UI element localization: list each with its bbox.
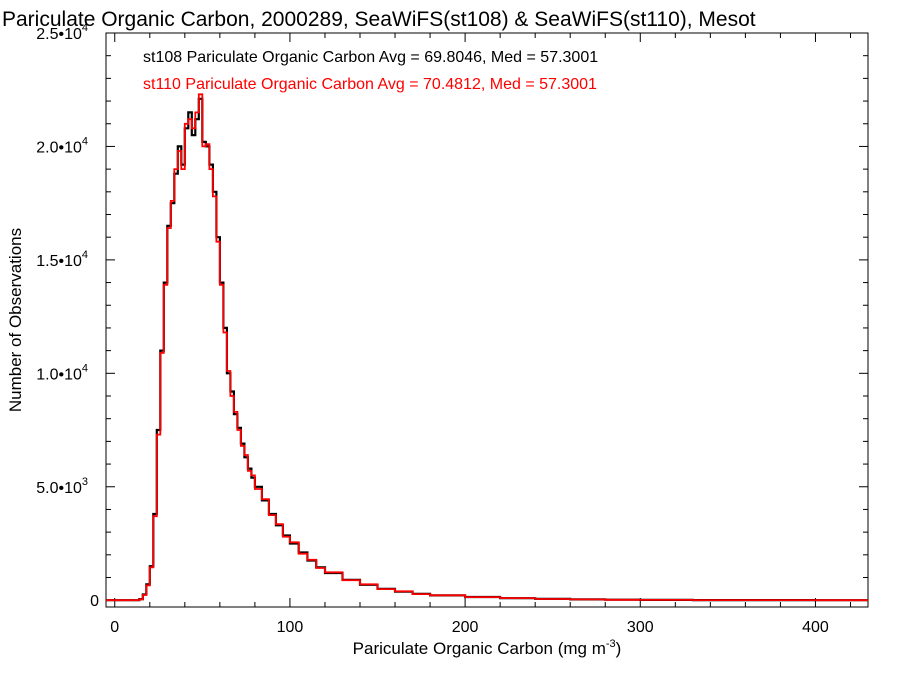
series-st108-line bbox=[106, 97, 868, 602]
x-axis-label-superscript: -3 bbox=[606, 638, 616, 650]
y-tick-label-mantissa: 2.5•10 bbox=[36, 26, 82, 43]
y-tick-label-exponent: 3 bbox=[82, 476, 88, 488]
x-axis-ticks: 0 100 200 300 400 bbox=[110, 33, 851, 636]
x-tick-label: 100 bbox=[277, 619, 304, 636]
y-tick-label-mantissa: 2.0•10 bbox=[36, 139, 82, 156]
y-tick-label-mantissa: 1.0•10 bbox=[36, 366, 82, 383]
x-axis-label: Pariculate Organic Carbon (mg m-3) bbox=[353, 638, 622, 658]
y-tick-label-exponent: 4 bbox=[82, 249, 88, 261]
x-axis-label-main: Pariculate Organic Carbon (mg m bbox=[353, 639, 606, 658]
y-tick-label: 2.5•104 bbox=[36, 22, 88, 43]
x-tick-label: 300 bbox=[627, 619, 654, 636]
y-tick-label-exponent: 4 bbox=[82, 362, 88, 374]
plot-frame bbox=[105, 32, 869, 608]
x-tick-label: 0 bbox=[110, 619, 119, 636]
y-tick-label-mantissa: 0 bbox=[90, 593, 99, 610]
y-tick-label: 1.5•104 bbox=[36, 249, 88, 270]
y-tick-label: 1.0•104 bbox=[36, 362, 88, 383]
y-axis-label: Number of Observations bbox=[6, 228, 25, 412]
legend: st108 Pariculate Organic Carbon Avg = 69… bbox=[143, 49, 598, 93]
x-tick-label: 200 bbox=[452, 619, 479, 636]
x-tick-label: 400 bbox=[802, 619, 829, 636]
axes-frame bbox=[105, 32, 869, 608]
series-layer bbox=[106, 93, 868, 602]
legend-entry: st110 Pariculate Organic Carbon Avg = 70… bbox=[143, 76, 597, 93]
y-tick-label: 2.0•104 bbox=[36, 135, 88, 156]
series-st110-line bbox=[106, 93, 868, 602]
y-tick-label: 5.0•103 bbox=[36, 476, 88, 497]
chart-title: Pariculate Organic Carbon, 2000289, SeaW… bbox=[2, 8, 756, 31]
y-tick-label: 0 bbox=[90, 593, 99, 610]
y-tick-label-exponent: 4 bbox=[82, 22, 88, 34]
y-tick-label-exponent: 4 bbox=[82, 135, 88, 147]
x-axis-label-end: ) bbox=[616, 639, 622, 658]
legend-entry: st108 Pariculate Organic Carbon Avg = 69… bbox=[143, 49, 598, 66]
y-tick-label-mantissa: 5.0•10 bbox=[36, 480, 82, 497]
y-tick-label-mantissa: 1.5•10 bbox=[36, 253, 82, 270]
